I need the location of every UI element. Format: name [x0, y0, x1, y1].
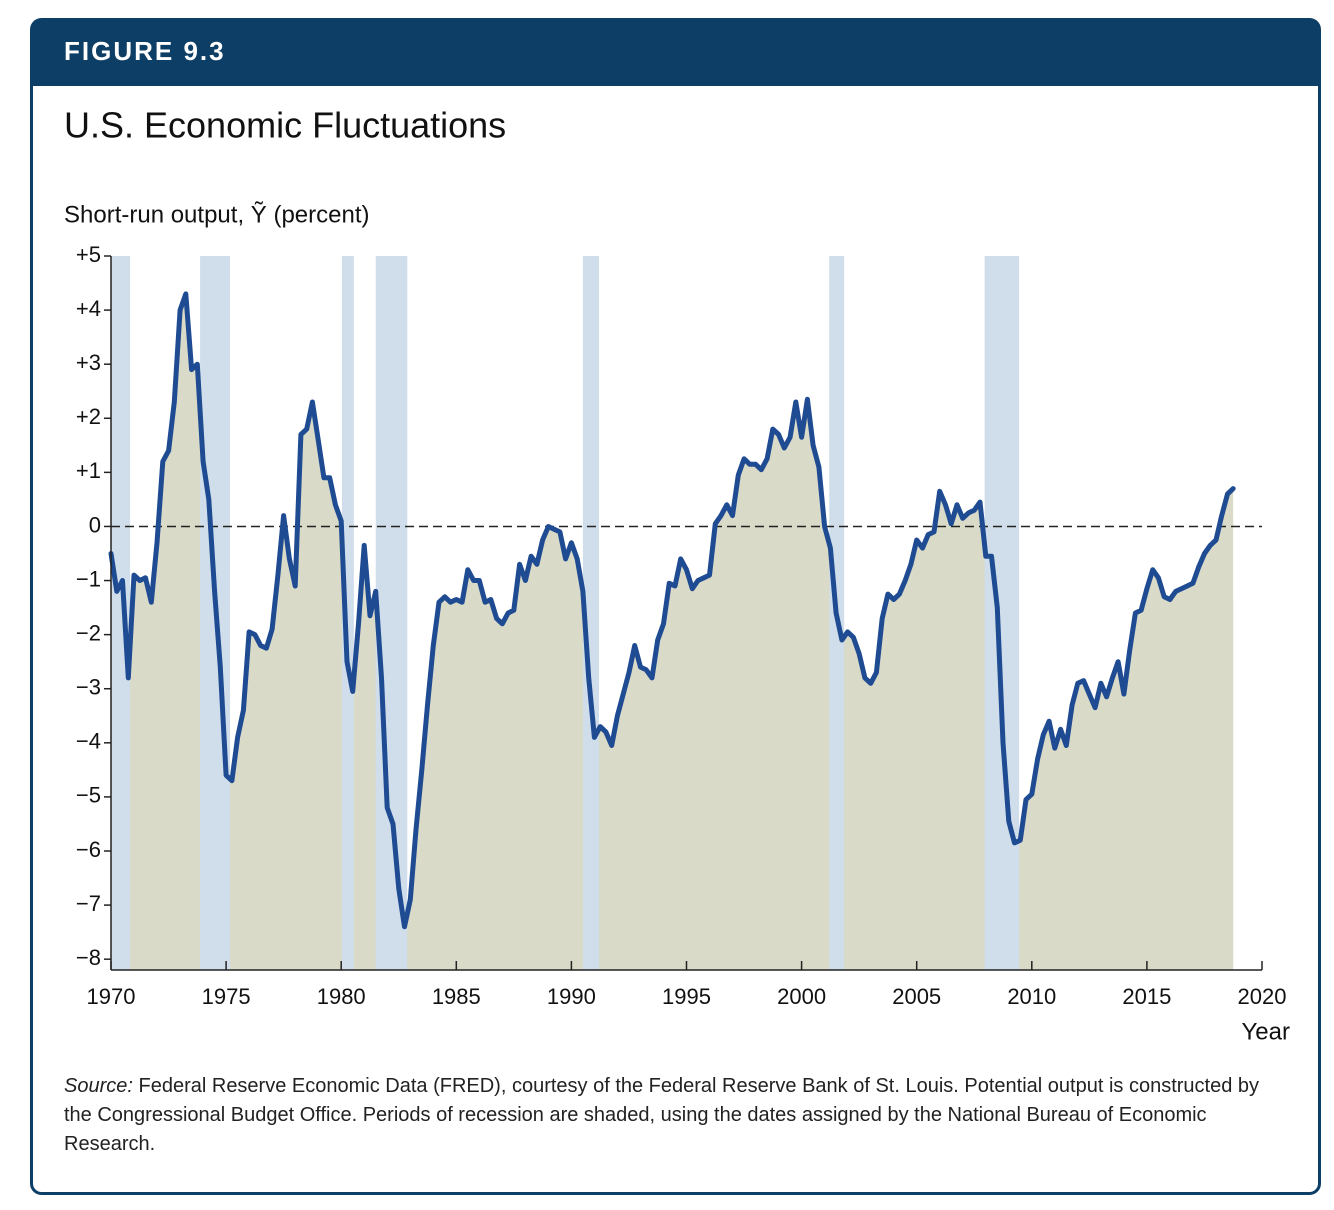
x-tick-label: 1970	[87, 984, 136, 1009]
x-tick-label: 2020	[1238, 984, 1287, 1009]
chart-title: U.S. Economic Fluctuations	[64, 105, 506, 146]
y-tick-label: −1	[76, 566, 101, 591]
y-tick-label: +4	[76, 296, 101, 321]
x-tick-label: 1975	[202, 984, 251, 1009]
recession-band	[984, 256, 1020, 970]
recession-band	[111, 256, 131, 970]
y-tick-label: −8	[76, 945, 101, 970]
series-line	[108, 291, 1236, 930]
y-tick-label: +5	[76, 242, 101, 267]
x-tick-label: 1990	[547, 984, 596, 1009]
recession-band	[341, 256, 354, 970]
source-text: Federal Reserve Economic Data (FRED), co…	[64, 1075, 1260, 1155]
x-tick-label: 2005	[892, 984, 941, 1009]
x-tick-label: 2015	[1122, 984, 1171, 1009]
x-tick-label: 1985	[432, 984, 481, 1009]
y-tick-label: −4	[76, 729, 101, 754]
y-axis-label: Short-run output, Ỹ (percent)	[64, 201, 369, 228]
header-bar	[31, 19, 1320, 86]
y-tick-label: −2	[76, 620, 101, 645]
x-tick-label: 1980	[317, 984, 366, 1009]
source-label: Source:	[64, 1075, 133, 1097]
y-tick-label: +2	[76, 404, 101, 429]
source-note: Source: Federal Reserve Economic Data (F…	[64, 1072, 1279, 1159]
recession-band	[375, 256, 408, 970]
y-tick-label: +3	[76, 350, 101, 375]
figure-label: FIGURE 9.3	[64, 36, 226, 66]
x-tick-label: 2000	[777, 984, 826, 1009]
area	[111, 293, 1234, 970]
y-tick-label: −3	[76, 675, 101, 700]
y-tick-label: 0	[89, 512, 101, 537]
x-tick-label: 1995	[662, 984, 711, 1009]
recession-band	[582, 256, 600, 970]
x-tick-label: 2010	[1007, 984, 1056, 1009]
plot: +5 +4 +3 +2 +1 0 −1 −2 −3 −4 −5 −6 −7 −8 1970 1975 1980 1…	[76, 242, 1287, 1009]
y-tick-label: +1	[76, 458, 101, 483]
y-tick-label: −5	[76, 783, 101, 808]
y-tick-label: −6	[76, 837, 101, 862]
x-axis-label: Year	[1242, 1018, 1291, 1045]
y-tick-label: −7	[76, 891, 101, 916]
